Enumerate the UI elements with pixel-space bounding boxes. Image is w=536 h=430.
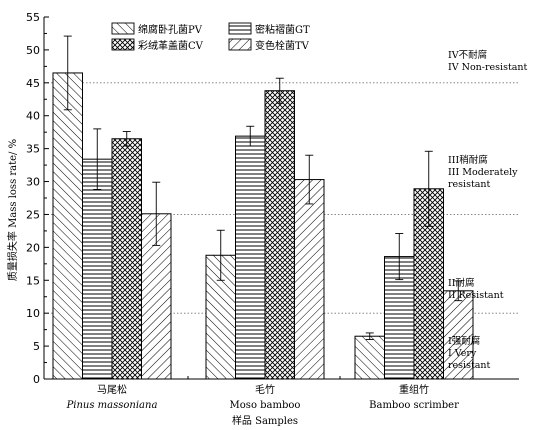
bars xyxy=(52,35,474,380)
y-tick-label: 10 xyxy=(26,307,40,320)
bar xyxy=(354,335,385,380)
bar xyxy=(82,158,113,380)
y-tick-label: 5 xyxy=(33,340,40,353)
grade-annotation: I Very xyxy=(448,348,477,359)
bar xyxy=(52,72,83,380)
legend-swatch xyxy=(228,38,252,51)
grade-annotation: resistant xyxy=(448,360,491,371)
x-axis-label: 样品 Samples xyxy=(232,414,298,427)
x-tick-label-zh: 重组竹 xyxy=(399,383,429,396)
x-tick-label-zh: 毛竹 xyxy=(255,383,275,396)
y-tick-label: 0 xyxy=(33,373,40,386)
y-tick-label: 20 xyxy=(26,241,40,254)
legend-swatch xyxy=(111,22,135,35)
y-tick-label: 55 xyxy=(26,11,40,24)
grade-annotation: IV不耐腐 xyxy=(448,49,487,61)
legend-swatch xyxy=(228,22,252,35)
y-tick-label: 30 xyxy=(26,176,40,189)
grade-annotation: III稍耐腐 xyxy=(448,154,488,166)
grade-annotation: IV Non-resistant xyxy=(448,62,528,73)
y-tick-label: 25 xyxy=(26,208,40,221)
x-tick-label-zh: 马尾松 xyxy=(97,383,127,396)
grade-annotation: II耐腐 xyxy=(448,277,475,289)
axes: 0 5 10 15 20 25 30 35 40 45 50 55 马尾松 Pinus massonian… xyxy=(26,11,519,411)
legend-label: 绵腐卧孔菌PV xyxy=(138,23,203,36)
legend-swatch xyxy=(111,38,135,51)
y-tick-label: 50 xyxy=(26,44,40,57)
legend-label: 彩绒革盖菌CV xyxy=(138,39,204,52)
x-tick-label-en: Moso bamboo xyxy=(230,400,301,411)
grade-annotation: II Resistant xyxy=(448,290,504,301)
grade-annotation: resistant xyxy=(448,179,491,190)
y-tick-label: 15 xyxy=(26,274,40,287)
bar xyxy=(111,138,142,380)
bar xyxy=(294,179,325,380)
x-tick-label-en: Pinus massoniana xyxy=(66,400,158,411)
grade-annotation: III Moderately xyxy=(448,167,518,178)
bar xyxy=(235,135,266,380)
x-tick-label-en: Bamboo scrimber xyxy=(369,400,459,411)
y-tick-label: 45 xyxy=(26,77,40,90)
y-tick-label: 35 xyxy=(26,143,40,156)
bar xyxy=(443,290,474,380)
y-axis-label: 质量损失率 Mass loss rate/ % xyxy=(6,139,19,281)
legend-label: 密粘褶菌GT xyxy=(255,23,310,36)
bar xyxy=(264,90,295,380)
legend: 绵腐卧孔菌PV 密粘褶菌GT 彩绒革盖菌CV 变色栓菌TV xyxy=(111,22,310,52)
grade-annotation: I强耐腐 xyxy=(448,335,480,347)
y-tick-label: 40 xyxy=(26,110,40,123)
legend-label: 变色栓菌TV xyxy=(255,39,310,52)
